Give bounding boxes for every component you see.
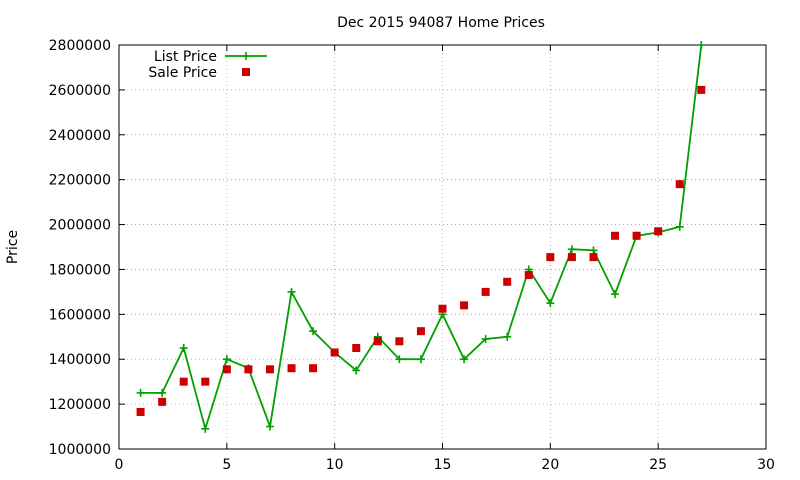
legend-label: Sale Price <box>148 65 217 81</box>
sale-price-point <box>589 253 598 262</box>
sale-price-point <box>524 271 533 280</box>
sale-price-point <box>632 231 641 240</box>
list-price-point <box>179 344 188 352</box>
sale-price-point <box>352 344 361 352</box>
chart-title: Dec 2015 94087 Home Prices <box>337 15 545 31</box>
list-price-point <box>201 424 210 433</box>
series-list-price <box>136 41 706 433</box>
list-price-point <box>287 287 296 296</box>
legend-plus-marker <box>242 52 250 60</box>
list-price-point <box>481 335 490 344</box>
sale-price-point <box>201 377 210 386</box>
sale-price-point <box>222 365 231 374</box>
list-price-point <box>309 327 318 336</box>
sale-price-point <box>395 337 404 346</box>
series-sale-price <box>136 85 706 416</box>
y-tick-label: 2200000 <box>49 173 111 189</box>
list-price-point <box>395 355 404 364</box>
y-tick-label: 1400000 <box>49 352 111 368</box>
list-price-point <box>567 245 576 254</box>
sale-price-point <box>330 348 339 357</box>
sale-price-point <box>158 397 167 406</box>
sale-price-point <box>287 364 296 373</box>
list-price-point <box>611 290 620 299</box>
list-price-point <box>158 388 167 397</box>
grid-lines <box>119 45 766 449</box>
y-tick-label: 2800000 <box>49 38 111 54</box>
y-tick-label: 1600000 <box>49 307 111 323</box>
list-price-point <box>503 332 512 341</box>
list-price-point <box>352 366 361 375</box>
sale-price-point <box>244 365 253 374</box>
series-layer <box>136 41 706 433</box>
sale-price-point <box>309 364 318 373</box>
x-tick-label: 0 <box>115 457 124 473</box>
y-axis-ticks: 1000000 1200000 1400000 1600000 1800000 20000… <box>49 38 766 458</box>
sale-price-point <box>136 407 145 416</box>
sale-price-point <box>611 231 620 240</box>
y-tick-label: 1200000 <box>49 397 111 413</box>
list-price-point <box>460 355 469 364</box>
sale-price-point <box>416 327 425 336</box>
legend-square-marker <box>242 68 250 76</box>
list-price-point <box>697 41 706 49</box>
sale-price-point <box>697 85 706 94</box>
x-tick-label: 20 <box>541 457 559 473</box>
sale-price-point <box>503 277 512 286</box>
sale-price-point <box>567 253 576 262</box>
x-tick-label: 15 <box>434 457 452 473</box>
list-price-point <box>589 246 598 255</box>
list-price-point <box>675 222 684 231</box>
sale-price-point <box>265 365 274 374</box>
x-tick-label: 10 <box>326 457 344 473</box>
sale-price-point <box>179 377 188 386</box>
y-tick-label: 2000000 <box>49 218 111 234</box>
y-tick-label: 1800000 <box>49 262 111 278</box>
list-price-point <box>222 355 231 364</box>
list-price-point <box>546 299 555 308</box>
sale-price-point <box>373 337 382 346</box>
list-price-point <box>136 388 145 397</box>
sale-price-point <box>546 253 555 262</box>
sale-price-point <box>481 287 490 296</box>
sale-price-point <box>675 180 684 189</box>
legend-label: List Price <box>154 49 217 65</box>
list-price-point <box>416 355 425 364</box>
y-tick-label: 1000000 <box>49 442 111 458</box>
x-tick-label: 30 <box>757 457 775 473</box>
y-axis-label: Price <box>5 230 21 264</box>
list-price-point <box>265 422 274 431</box>
sale-price-point <box>460 301 469 310</box>
sale-price-point <box>654 227 663 236</box>
x-tick-label: 25 <box>649 457 667 473</box>
x-tick-label: 5 <box>222 457 231 473</box>
y-tick-label: 2600000 <box>49 83 111 99</box>
y-tick-label: 2400000 <box>49 128 111 144</box>
sale-price-point <box>438 304 447 313</box>
x-axis-ticks: 0 5 10 15 20 25 30 <box>115 45 775 473</box>
